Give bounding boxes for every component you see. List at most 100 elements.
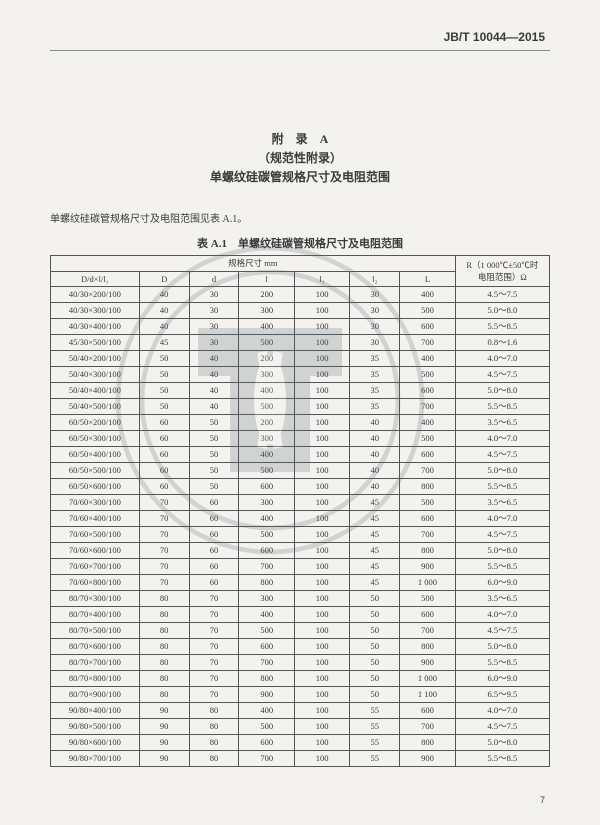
appendix-title: 单螺纹硅碳管规格尺寸及电阻范围 bbox=[50, 168, 550, 187]
cell-D: 40 bbox=[139, 286, 189, 302]
cell-L: 600 bbox=[400, 446, 455, 462]
cell-l2: 40 bbox=[350, 478, 400, 494]
cell-l: 400 bbox=[239, 382, 294, 398]
cell-L: 400 bbox=[400, 286, 455, 302]
cell-R: 4.0～7.0 bbox=[455, 510, 549, 526]
cell-l1: 100 bbox=[294, 670, 349, 686]
cell-l2: 45 bbox=[350, 574, 400, 590]
cell-l1: 100 bbox=[294, 718, 349, 734]
cell-L: 600 bbox=[400, 702, 455, 718]
cell-l2: 35 bbox=[350, 366, 400, 382]
cell-l: 700 bbox=[239, 654, 294, 670]
table-caption: 表 A.1 单螺纹硅碳管规格尺寸及电阻范围 bbox=[50, 235, 550, 251]
cell-L: 700 bbox=[400, 718, 455, 734]
cell-l: 500 bbox=[239, 718, 294, 734]
cell-d: 30 bbox=[189, 318, 239, 334]
cell-R: 5.0～8.0 bbox=[455, 462, 549, 478]
cell-l1: 100 bbox=[294, 622, 349, 638]
cell-l2: 40 bbox=[350, 430, 400, 446]
header-group-dims: 规格尺寸 mm bbox=[51, 255, 456, 271]
cell-L: 800 bbox=[400, 734, 455, 750]
table-row: 60/50×600/1006050600100408005.5～8.5 bbox=[51, 478, 550, 494]
cell-d: 70 bbox=[189, 638, 239, 654]
cell-R: 4.5～7.5 bbox=[455, 526, 549, 542]
cell-l1: 100 bbox=[294, 606, 349, 622]
cell-l1: 100 bbox=[294, 558, 349, 574]
cell-l: 300 bbox=[239, 430, 294, 446]
cell-l2: 40 bbox=[350, 414, 400, 430]
cell-D: 70 bbox=[139, 558, 189, 574]
cell-D: 80 bbox=[139, 606, 189, 622]
cell-l: 700 bbox=[239, 750, 294, 766]
appendix-type: （规范性附录） bbox=[50, 149, 550, 168]
table-row: 70/60×600/1007060600100458005.0～8.0 bbox=[51, 542, 550, 558]
table-row: 80/70×900/1008070900100501 1006.5～9.5 bbox=[51, 686, 550, 702]
spec-table: 规格尺寸 mm R（1 000℃±50℃时 电阻范围）Ω D/d×l/l₁ D … bbox=[50, 255, 550, 767]
cell-D: 90 bbox=[139, 750, 189, 766]
cell-l2: 30 bbox=[350, 286, 400, 302]
cell-l1: 100 bbox=[294, 366, 349, 382]
cell-l1: 100 bbox=[294, 494, 349, 510]
cell-d: 60 bbox=[189, 510, 239, 526]
cell-d: 30 bbox=[189, 334, 239, 350]
cell-spec: 50/40×500/100 bbox=[51, 398, 140, 414]
cell-R: 5.0～8.0 bbox=[455, 382, 549, 398]
header-l2: l₂ bbox=[350, 271, 400, 286]
cell-d: 40 bbox=[189, 366, 239, 382]
cell-l2: 45 bbox=[350, 542, 400, 558]
cell-l1: 100 bbox=[294, 446, 349, 462]
cell-l: 800 bbox=[239, 574, 294, 590]
cell-spec: 80/70×600/100 bbox=[51, 638, 140, 654]
cell-R: 5.5～8.5 bbox=[455, 750, 549, 766]
cell-L: 600 bbox=[400, 510, 455, 526]
cell-l1: 100 bbox=[294, 318, 349, 334]
cell-L: 600 bbox=[400, 382, 455, 398]
table-row: 70/60×800/1007060800100451 0006.0～9.0 bbox=[51, 574, 550, 590]
cell-L: 800 bbox=[400, 638, 455, 654]
cell-R: 4.0～7.0 bbox=[455, 430, 549, 446]
cell-d: 70 bbox=[189, 590, 239, 606]
cell-l2: 55 bbox=[350, 750, 400, 766]
cell-l2: 40 bbox=[350, 446, 400, 462]
cell-l: 900 bbox=[239, 686, 294, 702]
cell-l2: 55 bbox=[350, 734, 400, 750]
cell-L: 500 bbox=[400, 494, 455, 510]
cell-L: 500 bbox=[400, 430, 455, 446]
cell-D: 80 bbox=[139, 622, 189, 638]
cell-d: 50 bbox=[189, 430, 239, 446]
cell-spec: 70/60×500/100 bbox=[51, 526, 140, 542]
cell-R: 3.5～6.5 bbox=[455, 494, 549, 510]
cell-l1: 100 bbox=[294, 478, 349, 494]
cell-L: 800 bbox=[400, 542, 455, 558]
cell-l: 600 bbox=[239, 734, 294, 750]
cell-l1: 100 bbox=[294, 702, 349, 718]
appendix-header: 附 录 A （规范性附录） 单螺纹硅碳管规格尺寸及电阻范围 bbox=[50, 130, 550, 188]
table-row: 60/50×500/1006050500100407005.0～8.0 bbox=[51, 462, 550, 478]
cell-L: 600 bbox=[400, 318, 455, 334]
cell-L: 900 bbox=[400, 750, 455, 766]
cell-l: 600 bbox=[239, 542, 294, 558]
cell-l2: 55 bbox=[350, 718, 400, 734]
cell-D: 70 bbox=[139, 510, 189, 526]
cell-l: 800 bbox=[239, 670, 294, 686]
cell-l2: 50 bbox=[350, 686, 400, 702]
cell-d: 60 bbox=[189, 558, 239, 574]
cell-D: 80 bbox=[139, 638, 189, 654]
cell-l1: 100 bbox=[294, 350, 349, 366]
header-D: D bbox=[139, 271, 189, 286]
header-r-line2: 电阻范围）Ω bbox=[458, 271, 547, 283]
cell-spec: 40/30×400/100 bbox=[51, 318, 140, 334]
table-row: 70/60×300/1007060300100455003.5～6.5 bbox=[51, 494, 550, 510]
cell-l: 400 bbox=[239, 510, 294, 526]
cell-d: 60 bbox=[189, 494, 239, 510]
header-resistance: R（1 000℃±50℃时 电阻范围）Ω bbox=[455, 255, 549, 286]
cell-spec: 60/50×600/100 bbox=[51, 478, 140, 494]
cell-l: 500 bbox=[239, 398, 294, 414]
cell-spec: 70/60×400/100 bbox=[51, 510, 140, 526]
cell-l1: 100 bbox=[294, 750, 349, 766]
page-number: 7 bbox=[540, 795, 545, 805]
cell-l1: 100 bbox=[294, 302, 349, 318]
cell-L: 1 100 bbox=[400, 686, 455, 702]
cell-spec: 80/70×300/100 bbox=[51, 590, 140, 606]
table-row: 80/70×600/1008070600100508005.0～8.0 bbox=[51, 638, 550, 654]
